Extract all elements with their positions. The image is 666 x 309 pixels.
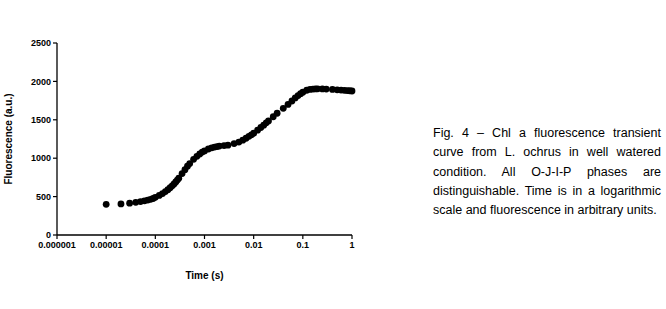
y-tick-label: 2500 bbox=[31, 38, 51, 48]
x-tick-label: 0.001 bbox=[193, 240, 216, 250]
y-tick-label: 500 bbox=[36, 192, 51, 202]
data-point bbox=[323, 86, 330, 93]
x-tick bbox=[351, 235, 352, 239]
x-tick-label: 1 bbox=[349, 240, 354, 250]
x-tick bbox=[56, 235, 57, 239]
y-tick-label: 1000 bbox=[31, 153, 51, 163]
x-tick bbox=[204, 235, 205, 239]
y-tick bbox=[53, 196, 57, 197]
x-tick-label: 0.0001 bbox=[142, 240, 170, 250]
data-point bbox=[225, 142, 232, 149]
x-tick-label: 0.00001 bbox=[90, 240, 123, 250]
x-tick bbox=[253, 235, 254, 239]
x-tick bbox=[155, 235, 156, 239]
x-tick bbox=[106, 235, 107, 239]
x-tick-label: 0.000001 bbox=[38, 240, 76, 250]
data-point bbox=[118, 200, 125, 207]
x-axis-label: Time (s) bbox=[185, 270, 223, 281]
data-point bbox=[274, 110, 281, 117]
x-tick bbox=[302, 235, 303, 239]
x-tick-label: 0.1 bbox=[297, 240, 310, 250]
y-tick bbox=[53, 119, 57, 120]
data-point bbox=[349, 88, 356, 95]
y-tick bbox=[53, 81, 57, 82]
caption: Fig. 4 – Chl a fluorescence transient cu… bbox=[433, 124, 661, 220]
data-point bbox=[103, 201, 110, 208]
y-tick bbox=[53, 158, 57, 159]
y-axis-label: Fluorescence (a.u.) bbox=[3, 93, 14, 184]
y-tick bbox=[53, 42, 57, 43]
points bbox=[103, 85, 356, 207]
y-tick-label: 1500 bbox=[31, 115, 51, 125]
y-tick-label: 0 bbox=[46, 230, 51, 240]
data-point bbox=[126, 200, 133, 207]
x-tick-label: 0.01 bbox=[245, 240, 263, 250]
y-tick-label: 2000 bbox=[31, 77, 51, 87]
y-axis bbox=[56, 43, 57, 235]
